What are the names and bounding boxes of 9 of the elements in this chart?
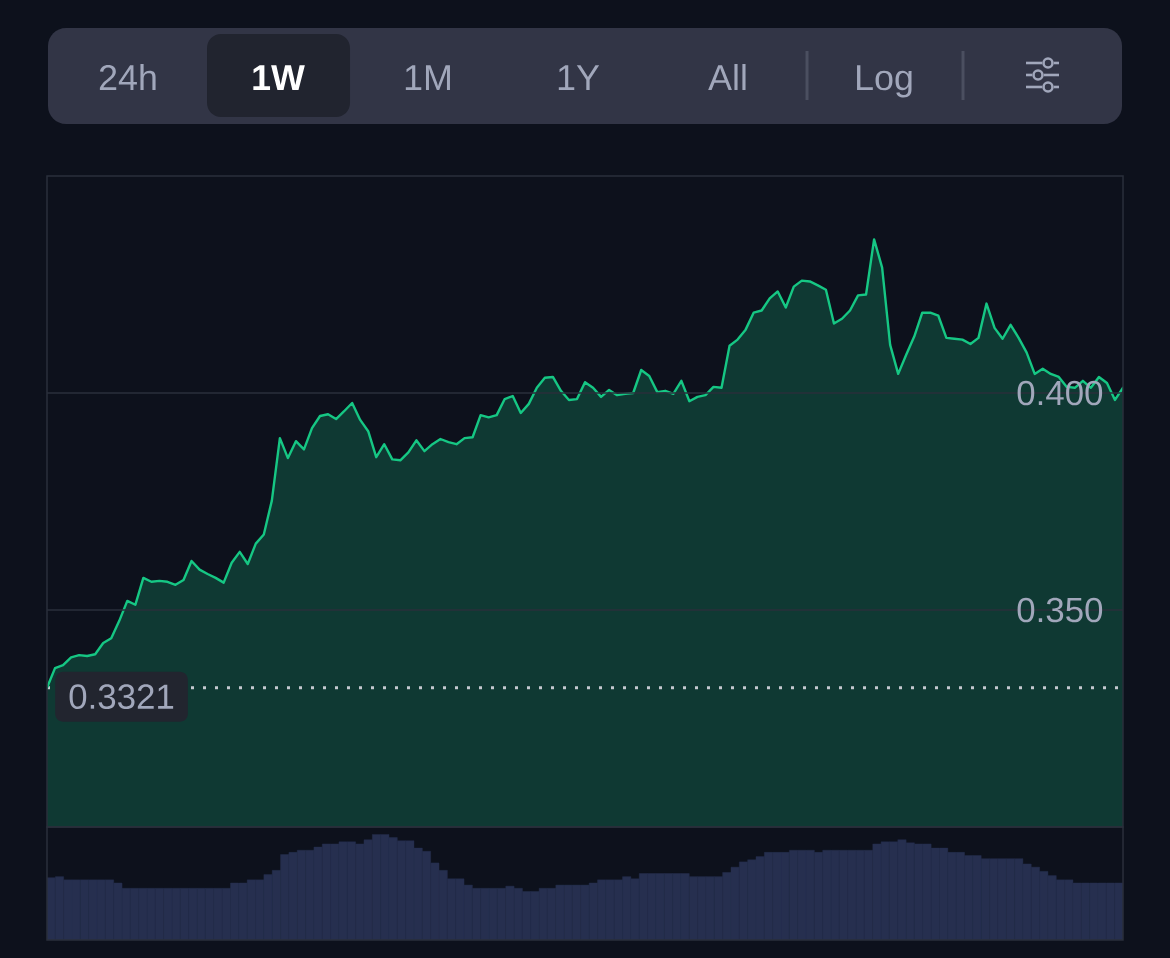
- text: 24h: [99, 64, 156, 90]
- y-tick-label: 0.400: [1017, 380, 1103, 406]
- text: Log: [857, 65, 912, 98]
- y-tick-label: 0.350: [1017, 597, 1103, 623]
- text: 1W: [253, 65, 305, 90]
- text: 1M: [405, 65, 450, 90]
- text: 1Y: [558, 65, 600, 90]
- ref-line-label: 0.3321: [69, 684, 174, 710]
- text: All: [708, 64, 746, 90]
